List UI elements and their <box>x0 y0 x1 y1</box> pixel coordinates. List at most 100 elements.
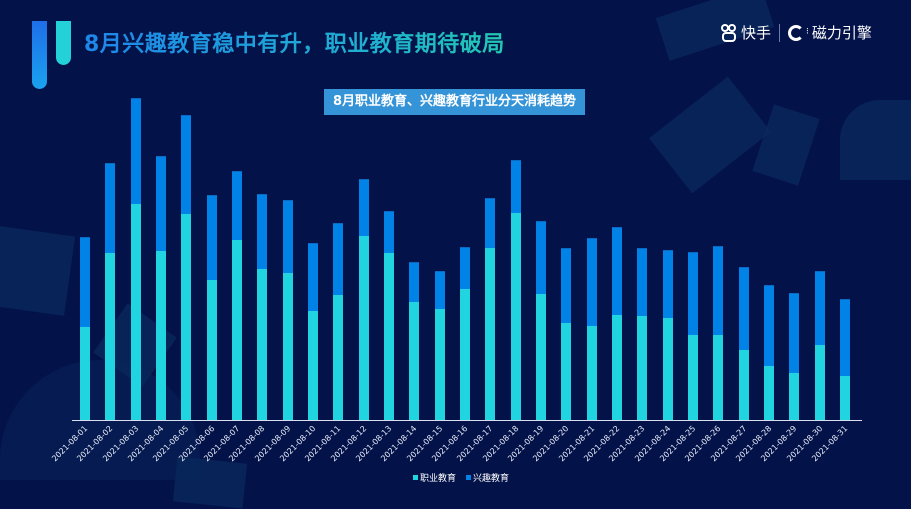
bar-segment-interest <box>80 237 90 327</box>
bar-segment-interest <box>561 248 572 323</box>
bar-segment-vocational <box>231 240 242 420</box>
bar-segment-interest <box>713 246 724 335</box>
bar-segment-interest <box>839 299 850 376</box>
bar-segment-interest <box>738 267 749 350</box>
bar-segment-vocational <box>561 323 572 420</box>
bar-2021-08-01[interactable] <box>80 237 90 420</box>
bar-segment-interest <box>459 247 470 289</box>
bar-segment-vocational <box>839 376 850 420</box>
background-decoration <box>840 100 911 180</box>
bar-segment-vocational <box>763 366 774 420</box>
bar-2021-08-02[interactable] <box>105 163 116 420</box>
bar-2021-08-03[interactable] <box>130 98 141 420</box>
bar-segment-vocational <box>206 280 217 420</box>
bar-2021-08-12[interactable] <box>358 179 369 420</box>
bar-2021-08-24[interactable] <box>662 250 673 420</box>
bar-segment-interest <box>637 248 648 316</box>
bar-segment-interest <box>535 221 546 294</box>
bar-2021-08-11[interactable] <box>333 223 344 420</box>
cili-engine-dots-icon: ⁝ <box>806 27 809 37</box>
bar-segment-interest <box>333 223 344 295</box>
bar-2021-08-16[interactable] <box>459 247 470 420</box>
bar-2021-08-08[interactable] <box>257 194 268 420</box>
bar-segment-vocational <box>333 295 344 420</box>
bar-segment-vocational <box>510 213 521 420</box>
bar-2021-08-20[interactable] <box>561 248 572 420</box>
kuaishou-logo-icon <box>721 23 737 42</box>
page-title: 8月兴趣教育稳中有升，职业教育期待破局 <box>84 26 505 58</box>
accent-bar-blue <box>32 21 47 89</box>
bar-2021-08-22[interactable] <box>611 227 622 420</box>
bar-2021-08-30[interactable] <box>814 271 825 420</box>
bar-segment-interest <box>358 179 369 236</box>
bar-segment-interest <box>307 243 318 311</box>
brand-secondary-name: 磁力引擎 <box>811 24 872 42</box>
bar-2021-08-07[interactable] <box>231 171 242 420</box>
stacked-bar-chart <box>72 0 862 420</box>
bar-segment-vocational <box>687 335 698 420</box>
bar-segment-vocational <box>383 253 394 420</box>
background-decoration <box>0 224 76 316</box>
bar-segment-vocational <box>358 236 369 420</box>
x-axis-line <box>72 420 862 421</box>
legend-item-vocational[interactable]: 职业教育 <box>413 471 456 484</box>
brand-logos: 快手 ⁝ 磁力引擎 <box>721 22 872 43</box>
bar-2021-08-10[interactable] <box>307 243 318 420</box>
bar-2021-08-06[interactable] <box>206 195 217 420</box>
bar-2021-08-25[interactable] <box>687 252 698 420</box>
bar-2021-08-14[interactable] <box>409 262 420 420</box>
bar-segment-interest <box>789 293 800 373</box>
background-decoration <box>172 456 248 509</box>
bar-segment-interest <box>611 227 622 315</box>
brand-primary-name: 快手 <box>741 24 772 42</box>
bar-segment-interest <box>510 160 521 213</box>
bar-segment-vocational <box>181 214 192 420</box>
bar-segment-vocational <box>586 326 597 420</box>
bar-2021-08-29[interactable] <box>789 293 800 420</box>
bar-2021-08-31[interactable] <box>839 299 850 420</box>
bar-2021-08-19[interactable] <box>535 221 546 420</box>
bar-segment-vocational <box>485 248 496 420</box>
bar-segment-vocational <box>257 269 268 420</box>
accent-bar-cyan <box>56 21 71 65</box>
bar-2021-08-13[interactable] <box>383 211 394 420</box>
bar-segment-interest <box>409 262 420 302</box>
bar-segment-vocational <box>662 318 673 420</box>
bar-segment-interest <box>181 115 192 214</box>
bar-2021-08-18[interactable] <box>510 160 521 420</box>
bar-segment-vocational <box>155 251 166 420</box>
bar-2021-08-09[interactable] <box>282 200 293 420</box>
legend-swatch-icon <box>413 475 418 480</box>
legend-swatch-icon <box>466 475 472 480</box>
bar-2021-08-21[interactable] <box>586 238 597 420</box>
bar-segment-vocational <box>282 273 293 420</box>
legend-label: 职业教育 <box>420 474 457 484</box>
bar-segment-vocational <box>434 309 445 420</box>
bar-segment-interest <box>687 252 698 335</box>
bar-2021-08-05[interactable] <box>181 115 192 420</box>
bar-2021-08-17[interactable] <box>485 198 496 420</box>
bar-segment-vocational <box>80 327 90 420</box>
bar-segment-vocational <box>789 373 800 420</box>
bar-2021-08-15[interactable] <box>434 271 445 420</box>
chart-title: 8月职业教育、兴趣教育行业分天消耗趋势 <box>324 89 586 115</box>
bar-segment-vocational <box>738 350 749 420</box>
bar-2021-08-26[interactable] <box>713 246 724 420</box>
bar-segment-interest <box>130 98 141 204</box>
bar-segment-interest <box>434 271 445 309</box>
bar-2021-08-28[interactable] <box>763 285 774 420</box>
bar-segment-interest <box>155 156 166 251</box>
bar-segment-vocational <box>105 253 116 420</box>
bar-2021-08-23[interactable] <box>637 248 648 420</box>
bar-segment-interest <box>206 195 217 280</box>
bar-2021-08-27[interactable] <box>738 267 749 420</box>
legend-item-interest[interactable]: 兴趣教育 <box>466 471 509 484</box>
bar-segment-vocational <box>535 294 546 420</box>
bar-segment-interest <box>763 285 774 366</box>
bar-segment-interest <box>485 198 496 248</box>
bar-segment-interest <box>257 194 268 269</box>
bar-segment-vocational <box>459 289 470 420</box>
legend-label: 兴趣教育 <box>473 474 510 484</box>
bar-segment-interest <box>231 171 242 240</box>
bar-2021-08-04[interactable] <box>155 156 166 420</box>
